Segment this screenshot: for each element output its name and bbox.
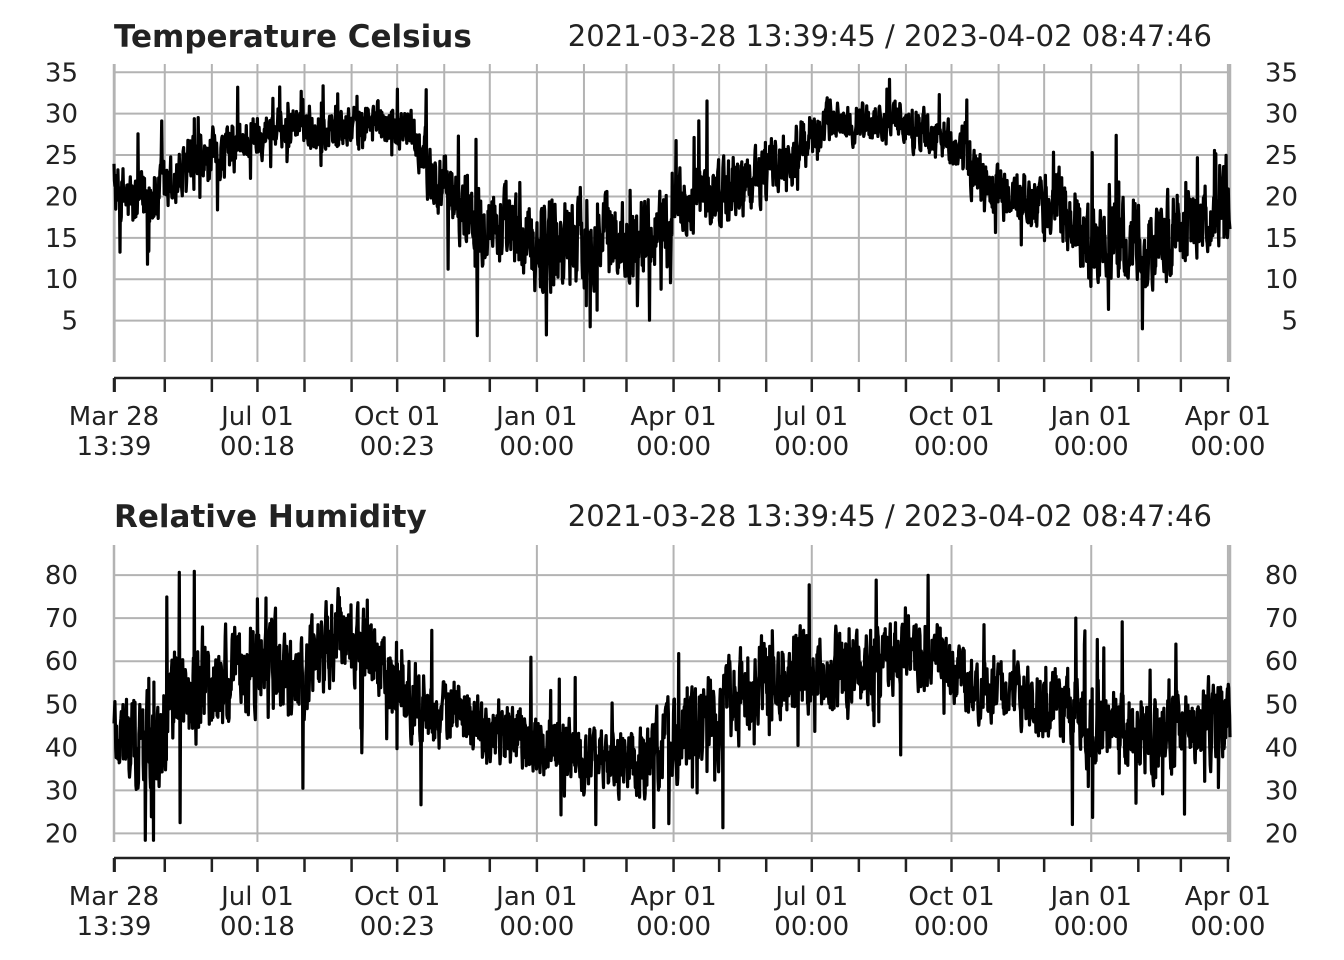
temperature-title: Temperature Celsius (114, 19, 472, 55)
x-tick-label-date: Jul 01 (773, 402, 848, 432)
x-tick-label-date: Jul 01 (773, 882, 848, 912)
x-tick-label-time: 00:23 (360, 912, 435, 942)
y-tick-label-right: 35 (1265, 58, 1298, 88)
x-tick-label-date: Jan 01 (494, 882, 577, 912)
y-tick-label-left: 15 (45, 224, 78, 254)
y-tick-label-left: 20 (45, 819, 78, 849)
x-tick-label-date: Apr 01 (630, 402, 716, 432)
y-tick-label-right: 15 (1265, 224, 1298, 254)
y-tick-label-left: 50 (45, 690, 78, 720)
x-tick-label-time: 00:00 (1054, 432, 1129, 462)
x-tick-label-date: Jul 01 (219, 402, 294, 432)
temperature-panel: Temperature Celsius 2021-03-28 13:39:45 … (45, 19, 1298, 462)
y-tick-label-left: 25 (45, 141, 78, 171)
x-tick-label-date: Apr 01 (1185, 402, 1271, 432)
y-tick-label-right: 30 (1265, 100, 1298, 130)
y-tick-label-left: 20 (45, 182, 78, 212)
x-tick-label-date: Oct 01 (908, 882, 994, 912)
y-tick-label-right: 20 (1265, 819, 1298, 849)
y-tick-label-left: 60 (45, 647, 78, 677)
x-tick-label-time: 00:18 (220, 432, 295, 462)
x-tick-label-time: 00:00 (499, 912, 574, 942)
y-tick-label-left: 30 (45, 100, 78, 130)
x-tick-label-date: Jan 01 (1049, 882, 1132, 912)
y-tick-label-right: 25 (1265, 141, 1298, 171)
x-tick-label-date: Oct 01 (908, 402, 994, 432)
y-tick-label-left: 35 (45, 58, 78, 88)
series-line (112, 569, 1232, 842)
x-tick-label-time: 00:00 (636, 912, 711, 942)
humidity-y-ticks-right: 20 30 40 50 60 70 80 (1265, 561, 1298, 849)
x-tick-label-date: Jan 01 (494, 402, 577, 432)
x-tick-label-date: Oct 01 (354, 882, 440, 912)
x-tick-label-time: 13:39 (77, 432, 152, 462)
y-tick-label-right: 30 (1265, 776, 1298, 806)
x-tick-label-date: Mar 28 (69, 402, 159, 432)
y-tick-label-right: 60 (1265, 647, 1298, 677)
series-line (112, 77, 1232, 338)
x-tick-label-time: 00:00 (774, 912, 849, 942)
x-tick-label-time: 00:00 (636, 432, 711, 462)
y-tick-label-right: 80 (1265, 561, 1298, 591)
y-tick-label-left: 10 (45, 265, 78, 295)
x-tick-label-time: 00:00 (774, 432, 849, 462)
x-tick-label-time: 00:00 (1054, 912, 1129, 942)
y-tick-label-right: 20 (1265, 182, 1298, 212)
x-tick-label-time: 00:00 (499, 432, 574, 462)
x-tick-label-time: 00:00 (914, 912, 989, 942)
x-tick-label-time: 00:00 (914, 432, 989, 462)
y-tick-label-left: 5 (61, 307, 78, 337)
x-tick-label-time: 00:00 (1190, 912, 1265, 942)
x-tick-label-time: 00:00 (1190, 432, 1265, 462)
y-tick-label-left: 30 (45, 776, 78, 806)
y-tick-label-right: 5 (1281, 307, 1298, 337)
temperature-y-ticks-right: 5 10 15 20 25 30 35 (1265, 58, 1298, 336)
x-tick-label-date: Oct 01 (354, 402, 440, 432)
x-tick-label-date: Mar 28 (69, 882, 159, 912)
temperature-date-range: 2021-03-28 13:39:45 / 2023-04-02 08:47:4… (568, 19, 1212, 53)
humidity-title: Relative Humidity (114, 499, 427, 535)
y-tick-label-left: 70 (45, 604, 78, 634)
temperature-series (112, 77, 1232, 338)
y-tick-label-left: 80 (45, 561, 78, 591)
x-tick-label-time: 00:18 (220, 912, 295, 942)
x-tick-label-date: Jul 01 (219, 882, 294, 912)
x-tick-label-time: 00:23 (360, 432, 435, 462)
y-tick-label-right: 10 (1265, 265, 1298, 295)
humidity-panel: Relative Humidity 2021-03-28 13:39:45 / … (45, 499, 1298, 942)
x-tick-label-date: Apr 01 (630, 882, 716, 912)
y-tick-label-left: 40 (45, 733, 78, 763)
humidity-y-ticks-left: 20 30 40 50 60 70 80 (45, 561, 78, 849)
humidity-series (112, 569, 1232, 842)
x-tick-label-time: 13:39 (77, 912, 152, 942)
y-tick-label-right: 50 (1265, 690, 1298, 720)
temperature-y-ticks-left: 5 10 15 20 25 30 35 (45, 58, 78, 336)
y-tick-label-right: 40 (1265, 733, 1298, 763)
humidity-date-range: 2021-03-28 13:39:45 / 2023-04-02 08:47:4… (568, 499, 1212, 533)
y-tick-label-right: 70 (1265, 604, 1298, 634)
x-tick-label-date: Apr 01 (1185, 882, 1271, 912)
x-tick-label-date: Jan 01 (1049, 402, 1132, 432)
